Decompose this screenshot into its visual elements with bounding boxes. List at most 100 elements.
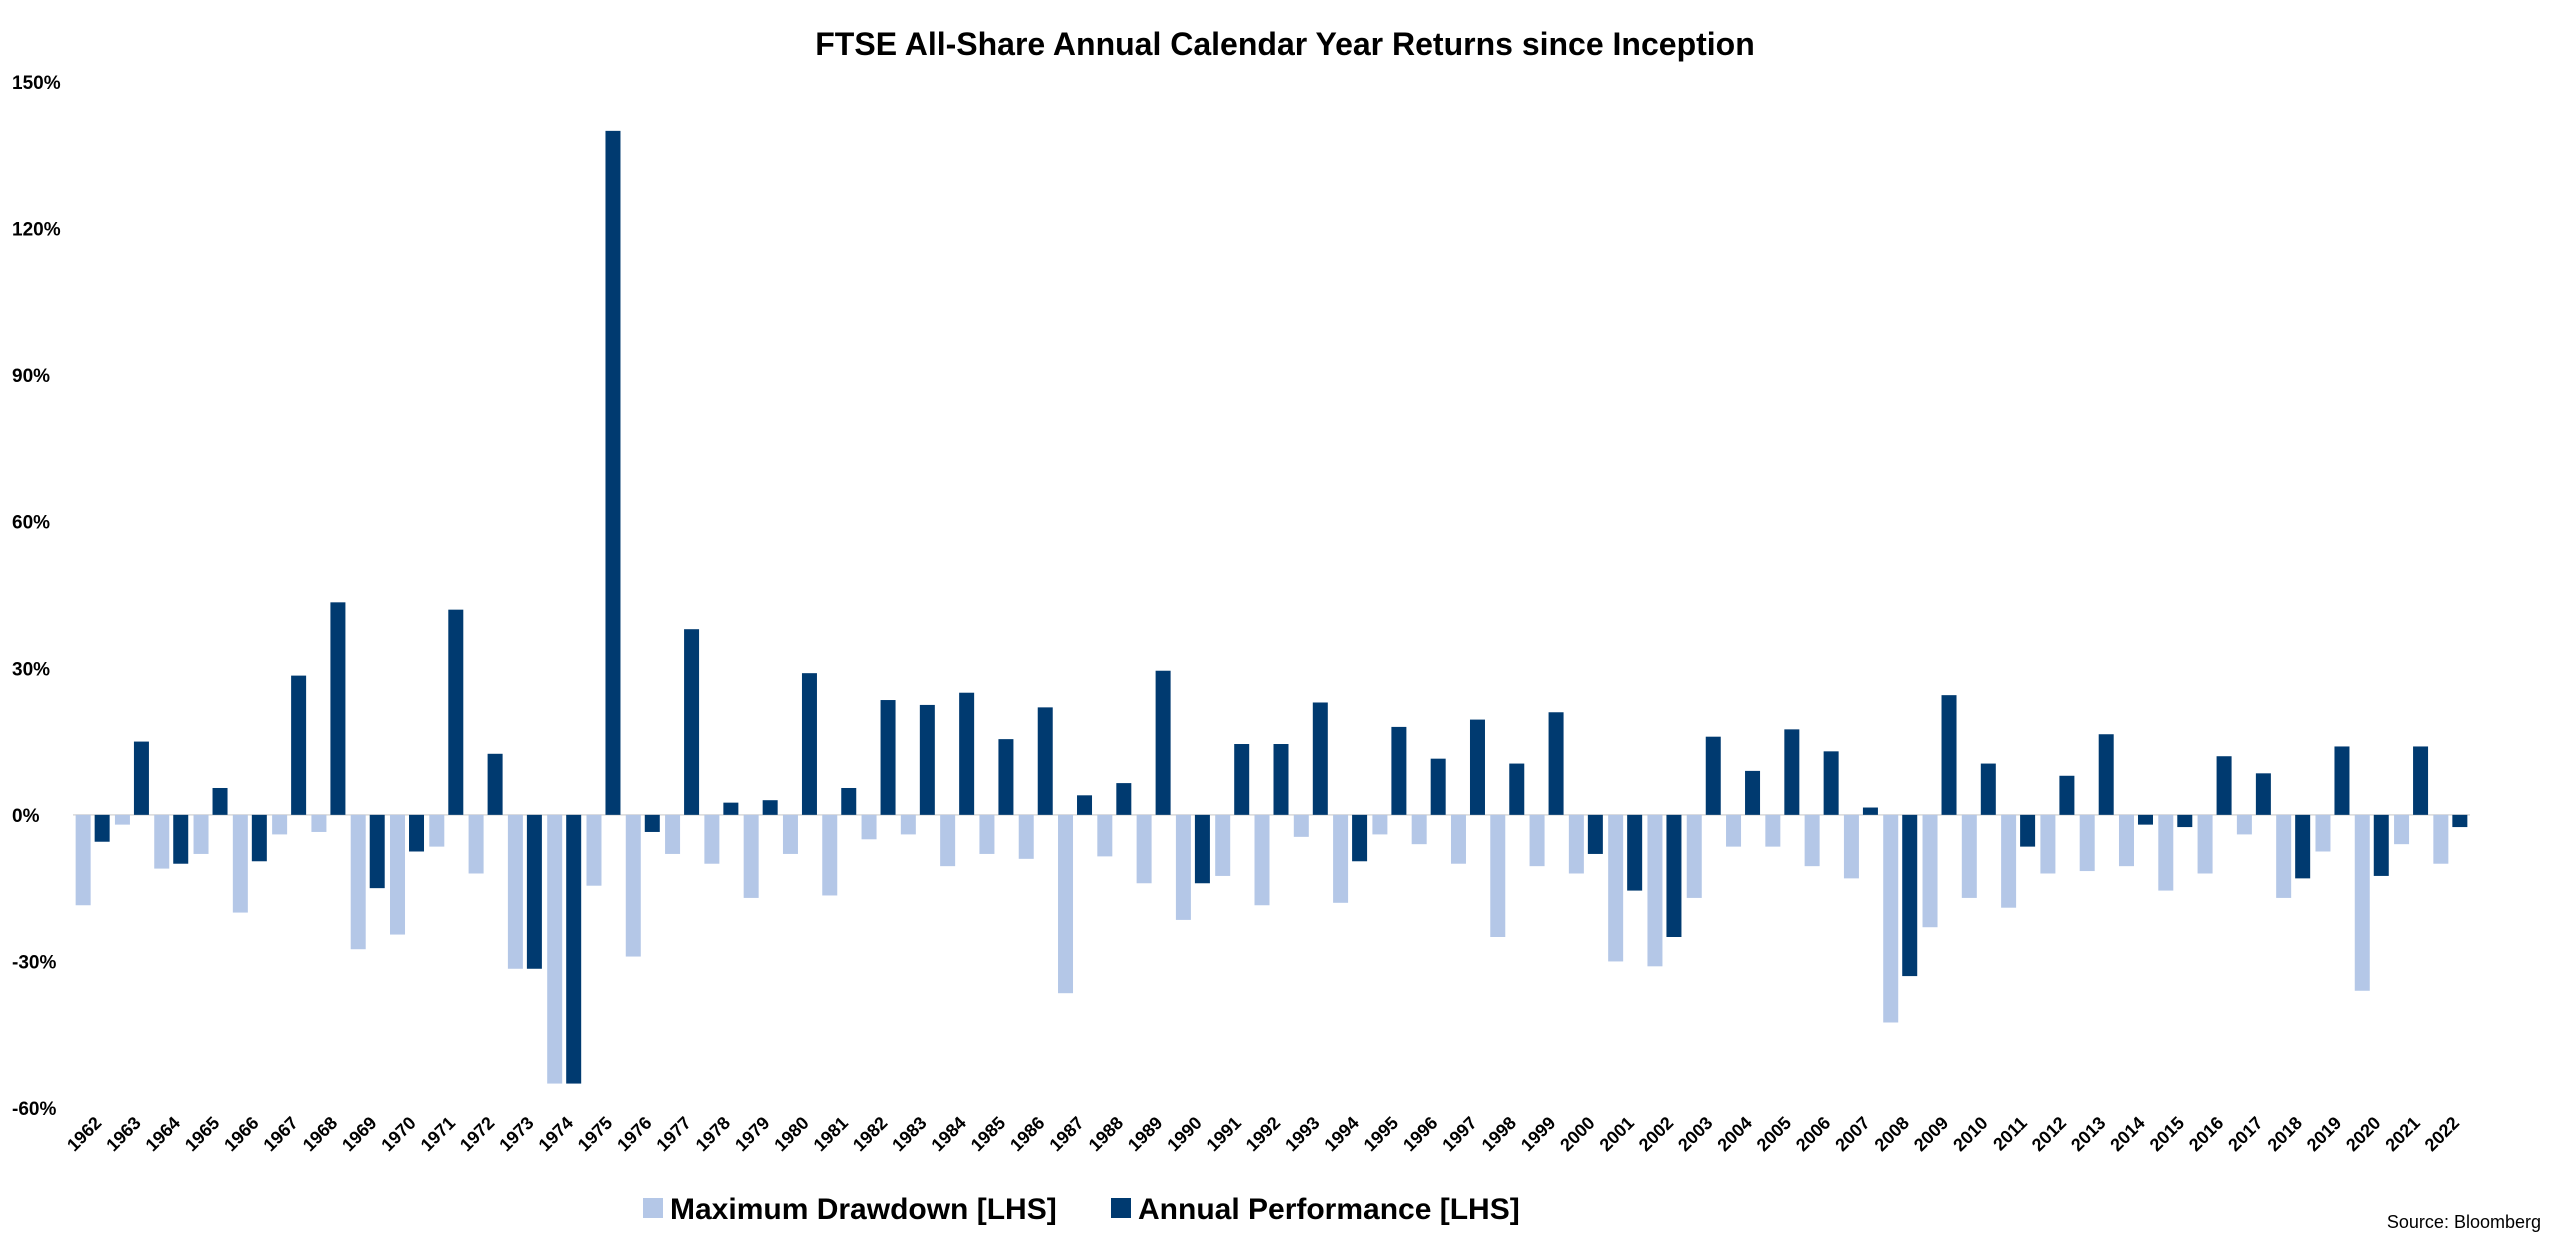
annual-performance-bar-1969 — [369, 814, 385, 889]
max-drawdown-bar-2007 — [1843, 814, 1859, 879]
max-drawdown-bar-2020 — [2354, 814, 2370, 991]
annual-performance-bar-1982 — [880, 700, 896, 815]
annual-performance-bar-1973 — [526, 814, 542, 969]
max-drawdown-bar-2001 — [1608, 814, 1624, 962]
max-drawdown-bar-1980 — [782, 814, 798, 854]
max-drawdown-bar-1992 — [1254, 814, 1270, 906]
annual-performance-bar-1965 — [212, 787, 228, 815]
annual-performance-bar-2019 — [2334, 746, 2350, 815]
annual-performance-bar-1985 — [998, 739, 1014, 815]
annual-performance-bar-1963 — [133, 741, 149, 815]
annual-performance-bar-1986 — [1037, 707, 1053, 815]
annual-performance-bar-2001 — [1627, 814, 1643, 891]
max-drawdown-bar-2013 — [2079, 814, 2095, 872]
max-drawdown-bar-2022 — [2433, 814, 2449, 864]
x-tick-label: 1984 — [928, 1113, 970, 1155]
annual-performance-bar-2011 — [2020, 814, 2036, 847]
annual-performance-bar-2000 — [1587, 814, 1603, 854]
source-note: Source: Bloomberg — [2387, 1212, 2541, 1232]
max-drawdown-bar-1984 — [940, 814, 956, 867]
x-tick-label: 1983 — [888, 1113, 930, 1155]
max-drawdown-bar-1970 — [390, 814, 406, 935]
max-drawdown-bar-1994 — [1333, 814, 1349, 903]
annual-performance-bar-2010 — [1980, 763, 1996, 815]
max-drawdown-bar-1968 — [311, 814, 327, 832]
annual-performance-bar-2004 — [1745, 770, 1761, 815]
x-tick-label: 2002 — [1635, 1113, 1677, 1155]
x-tick-label: 1974 — [535, 1113, 577, 1155]
y-tick-label: 0% — [12, 806, 40, 827]
x-tick-label: 2009 — [1910, 1113, 1952, 1155]
x-tick-label: 1963 — [102, 1113, 144, 1155]
annual-performance-bar-2018 — [2295, 814, 2311, 879]
annual-performance-bar-1974 — [566, 814, 582, 1084]
annual-performance-bar-1970 — [409, 814, 425, 852]
annual-performance-bar-2012 — [2059, 775, 2075, 815]
x-tick-label: 1979 — [731, 1113, 773, 1155]
annual-performance-bar-1992 — [1273, 744, 1289, 815]
x-tick-label: 1970 — [377, 1113, 419, 1155]
max-drawdown-bar-1969 — [350, 814, 366, 950]
x-tick-label: 1973 — [495, 1113, 537, 1155]
y-axis: 150% 120% 90% 60% 30% 0% -30% -60% — [12, 73, 61, 1120]
annual-performance-bar-1998 — [1509, 763, 1525, 815]
max-drawdown-bar-2011 — [2001, 814, 2017, 908]
annual-performance-bar-1994 — [1352, 814, 1368, 862]
annual-performance-bar-2021 — [2413, 746, 2429, 815]
legend-label-max-drawdown: Maximum Drawdown [LHS] — [670, 1193, 1057, 1226]
annual-performance-bar-1990 — [1194, 814, 1210, 884]
x-tick-label: 1978 — [692, 1113, 734, 1155]
max-drawdown-bar-1991 — [1215, 814, 1231, 876]
max-drawdown-bar-1986 — [1018, 814, 1034, 859]
series-max-drawdown — [75, 814, 2449, 1084]
max-drawdown-bar-1999 — [1529, 814, 1545, 867]
y-tick-label: 120% — [12, 220, 61, 241]
max-drawdown-bar-1979 — [743, 814, 759, 898]
annual-performance-bar-1972 — [487, 753, 503, 815]
x-tick-label: 1971 — [417, 1113, 459, 1155]
annual-performance-bar-1971 — [448, 609, 464, 815]
max-drawdown-bar-1997 — [1450, 814, 1466, 864]
annual-performance-bar-2014 — [2137, 814, 2153, 825]
max-drawdown-bar-1977 — [665, 814, 681, 854]
x-tick-label: 1972 — [456, 1113, 498, 1155]
x-tick-label: 1977 — [652, 1113, 694, 1155]
x-tick-label: 1969 — [338, 1113, 380, 1155]
annual-performance-bar-1968 — [330, 602, 346, 815]
annual-performance-bar-2017 — [2255, 773, 2271, 815]
annual-performance-bar-2006 — [1823, 751, 1839, 815]
max-drawdown-bar-1964 — [154, 814, 170, 869]
max-drawdown-bar-1983 — [900, 814, 916, 835]
annual-performance-bar-2007 — [1862, 807, 1878, 815]
annual-performance-bar-2009 — [1941, 695, 1957, 815]
max-drawdown-bar-2021 — [2394, 814, 2410, 845]
annual-performance-bar-1997 — [1469, 719, 1485, 815]
annual-performance-bar-1989 — [1155, 670, 1171, 815]
x-tick-label: 1967 — [259, 1113, 301, 1155]
x-tick-label: 2004 — [1713, 1113, 1755, 1155]
max-drawdown-bar-2005 — [1765, 814, 1781, 847]
max-drawdown-bar-2002 — [1647, 814, 1663, 967]
max-drawdown-bar-1972 — [468, 814, 484, 874]
max-drawdown-bar-2009 — [1922, 814, 1938, 928]
x-tick-label: 1986 — [1006, 1113, 1048, 1155]
x-tick-label: 1962 — [63, 1113, 105, 1155]
x-tick-label: 2015 — [2146, 1113, 2188, 1155]
x-tick-label: 1996 — [1399, 1113, 1441, 1155]
max-drawdown-bar-2018 — [2276, 814, 2292, 898]
max-drawdown-bar-1976 — [625, 814, 641, 957]
max-drawdown-bar-2010 — [1961, 814, 1977, 898]
y-tick-label: -60% — [12, 1099, 56, 1120]
annual-performance-bar-1993 — [1312, 702, 1328, 815]
max-drawdown-bar-2019 — [2315, 814, 2331, 852]
y-tick-label: 30% — [12, 659, 50, 680]
max-drawdown-bar-1962 — [75, 814, 91, 906]
max-drawdown-bar-1981 — [822, 814, 838, 896]
x-tick-label: 1966 — [220, 1113, 262, 1155]
annual-performance-bar-1995 — [1391, 726, 1407, 815]
x-tick-label: 2016 — [2185, 1113, 2227, 1155]
chart-title: FTSE All-Share Annual Calendar Year Retu… — [815, 26, 1755, 62]
legend-swatch-annual-performance — [1111, 1198, 1131, 1218]
max-drawdown-bar-1993 — [1293, 814, 1309, 837]
max-drawdown-bar-2017 — [2236, 814, 2252, 835]
